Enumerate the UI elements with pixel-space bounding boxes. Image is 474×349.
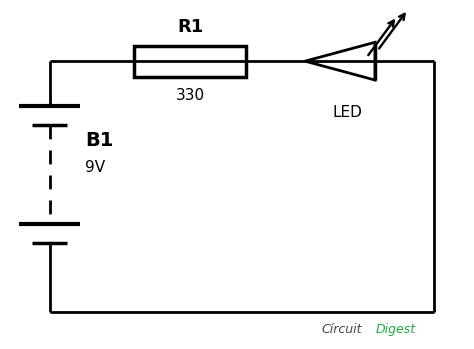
Polygon shape (305, 42, 375, 80)
Text: B1: B1 (85, 131, 113, 150)
Text: R1: R1 (177, 18, 203, 36)
Text: 9V: 9V (85, 160, 105, 175)
Text: 330: 330 (175, 88, 205, 103)
Text: Círcuit: Círcuit (321, 322, 362, 335)
Text: LED: LED (332, 105, 362, 120)
FancyBboxPatch shape (134, 46, 246, 77)
Text: Digest: Digest (375, 322, 415, 335)
